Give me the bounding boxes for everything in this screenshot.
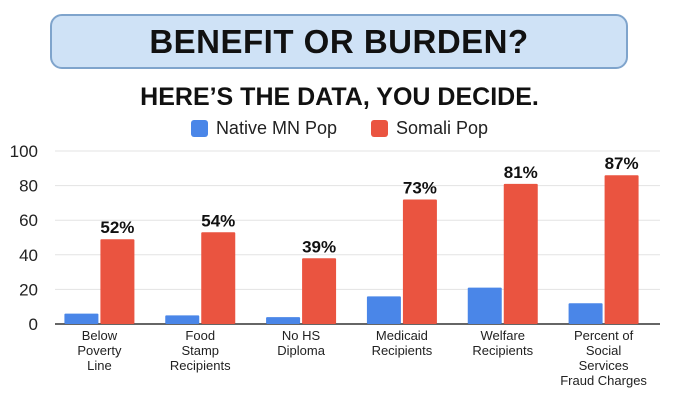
category-label-4-0: Welfare xyxy=(480,328,525,343)
y-tick-80: 80 xyxy=(19,177,38,196)
legend: Native MN Pop Somali Pop xyxy=(0,118,679,139)
category-label-3-1: Recipients xyxy=(372,343,433,358)
category-label-0-2: Line xyxy=(87,358,112,373)
category-label-1-0: Food xyxy=(185,328,215,343)
bar-somali-1 xyxy=(201,232,236,324)
category-label-5-0: Percent of xyxy=(574,328,634,343)
data-label-3: 73% xyxy=(403,178,437,197)
category-label-2-0: No HS xyxy=(282,328,321,343)
legend-swatch-somali xyxy=(370,120,388,137)
category-label-5-3: Fraud Charges xyxy=(560,373,647,388)
bar-native-0 xyxy=(64,313,99,324)
chart-title: BENEFIT OR BURDEN? xyxy=(149,22,529,60)
category-label-2-1: Diploma xyxy=(277,343,325,358)
y-tick-0: 0 xyxy=(29,315,38,334)
bar-somali-0 xyxy=(100,239,135,324)
data-label-4: 81% xyxy=(504,163,538,182)
bar-native-2 xyxy=(266,317,301,324)
bar-native-4 xyxy=(467,287,502,324)
category-label-4-1: Recipients xyxy=(472,343,533,358)
bar-native-1 xyxy=(165,315,200,324)
data-label-5: 87% xyxy=(605,154,639,173)
y-tick-60: 60 xyxy=(19,211,38,230)
legend-item-somali: Somali Pop xyxy=(370,118,489,139)
legend-item-native: Native MN Pop xyxy=(190,118,337,139)
category-label-3-0: Medicaid xyxy=(376,328,428,343)
bar-native-3 xyxy=(366,296,401,324)
category-label-0-1: Poverty xyxy=(77,343,122,358)
data-label-0: 52% xyxy=(100,218,134,237)
bar-somali-5 xyxy=(604,175,639,324)
chart-subtitle: HERE’S THE DATA, YOU DECIDE. xyxy=(140,83,539,111)
y-tick-100: 100 xyxy=(10,142,38,161)
legend-swatch-native xyxy=(190,120,208,137)
category-label-0-0: Below xyxy=(82,328,118,343)
y-tick-40: 40 xyxy=(19,246,38,265)
y-tick-20: 20 xyxy=(19,280,38,299)
bar-somali-4 xyxy=(503,183,538,324)
category-label-5-2: Services xyxy=(579,358,629,373)
data-label-2: 39% xyxy=(302,237,336,256)
data-label-1: 54% xyxy=(201,211,235,230)
title-banner: BENEFIT OR BURDEN? xyxy=(50,14,628,69)
legend-label-somali: Somali Pop xyxy=(395,118,489,138)
bar-native-5 xyxy=(568,303,603,324)
bar-somali-2 xyxy=(302,258,337,324)
category-label-5-1: Social xyxy=(586,343,622,358)
legend-label-native: Native MN Pop xyxy=(215,118,337,138)
category-label-1-2: Recipients xyxy=(170,358,231,373)
bar-somali-3 xyxy=(402,199,437,324)
category-label-1-1: Stamp xyxy=(181,343,219,358)
